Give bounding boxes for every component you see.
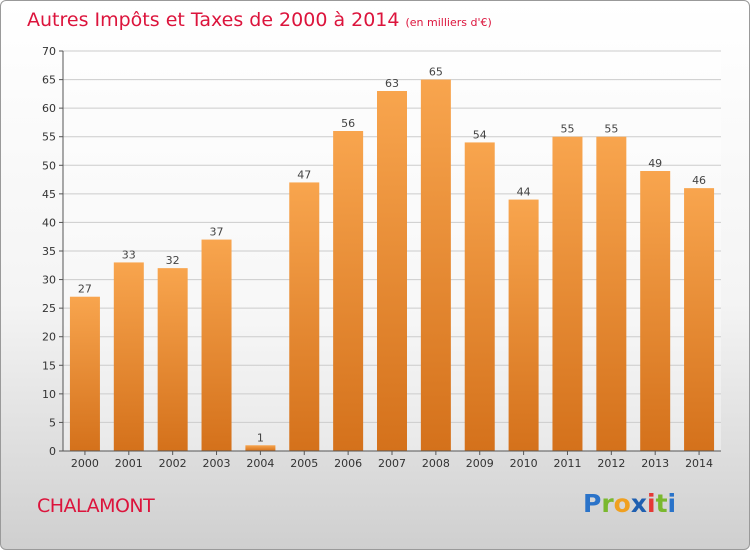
bar [157,268,188,451]
y-tick-label: 5 [49,416,56,429]
data-label: 65 [429,66,443,79]
data-label: 37 [210,226,224,239]
data-label: 56 [341,117,355,130]
bar [201,239,232,451]
data-label: 1 [257,431,264,444]
chart-unit-note: (en milliers d'€) [405,16,492,29]
x-tick-label: 2003 [203,457,231,470]
bar [684,188,715,451]
bar [464,142,495,451]
bar [640,171,671,451]
y-tick-label: 60 [42,102,56,115]
bar [377,91,407,451]
data-label: 55 [604,123,618,136]
x-tick-label: 2008 [422,457,450,470]
data-label: 32 [166,254,180,267]
x-tick-label: 2007 [378,457,406,470]
x-tick-label: 2009 [466,457,494,470]
bar [596,136,627,451]
x-tick-label: 2011 [553,457,581,470]
bar [289,182,320,451]
x-tick-label: 2001 [115,457,143,470]
bar [508,199,539,451]
y-tick-label: 10 [42,388,56,401]
y-tick-label: 30 [42,274,56,287]
commune-name: CHALAMONT [37,495,155,517]
bar [69,296,100,451]
y-tick-label: 45 [42,188,56,201]
bar [113,262,144,451]
data-label: 63 [385,77,399,90]
y-tick-label: 25 [42,302,56,315]
y-tick-label: 70 [42,45,56,58]
x-tick-label: 2014 [685,457,713,470]
y-tick-label: 40 [42,216,56,229]
x-tick-label: 2012 [597,457,625,470]
chart-title: Autres Impôts et Taxes de 2000 à 2014 (en… [27,9,492,31]
data-label: 27 [78,283,92,296]
proxiti-logo[interactable]: Proxiti [583,489,677,518]
x-tick-label: 2005 [290,457,318,470]
y-tick-label: 0 [49,445,56,458]
bar [245,445,276,451]
y-tick-label: 35 [42,245,56,258]
bar [420,79,451,452]
bar [333,131,364,451]
x-tick-label: 2006 [334,457,362,470]
data-label: 33 [122,248,136,261]
data-label: 54 [473,128,487,141]
data-label: 47 [297,168,311,181]
y-tick-label: 50 [42,159,56,172]
x-tick-label: 2010 [510,457,538,470]
y-tick-label: 20 [42,331,56,344]
y-tick-label: 55 [42,131,56,144]
data-label: 46 [692,174,706,187]
x-tick-label: 2013 [641,457,669,470]
x-tick-label: 2002 [159,457,187,470]
x-tick-label: 2000 [71,457,99,470]
data-label: 49 [648,157,662,170]
data-label: 55 [560,123,574,136]
bar [552,136,583,451]
data-label: 44 [517,186,531,199]
y-tick-label: 65 [42,74,56,87]
chart-title-text: Autres Impôts et Taxes de 2000 à 2014 [27,9,400,31]
y-tick-label: 15 [42,359,56,372]
x-tick-label: 2004 [246,457,274,470]
